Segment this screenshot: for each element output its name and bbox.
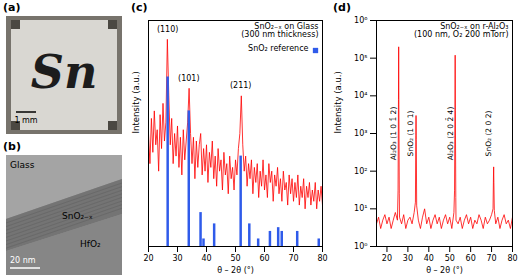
svg-text:Glass: Glass (10, 160, 35, 170)
svg-text:Al₂O₃ (1 0 1̄ 2): Al₂O₃ (1 0 1̄ 2) (389, 107, 398, 161)
svg-text:60: 60 (466, 254, 476, 263)
svg-text:10³: 10³ (354, 129, 367, 138)
html-text:(b): (b) (3, 140, 21, 153)
svg-text:SnO₂ reference: SnO₂ reference (248, 44, 308, 53)
svg-text:Al₂O₃ (2 0 2̄ 4): Al₂O₃ (2 0 2̄ 4) (445, 107, 454, 161)
svg-text:80: 80 (317, 254, 327, 263)
svg-text:θ – 2θ (°): θ – 2θ (°) (426, 266, 463, 275)
svg-text:SnO₂ (2 0 2): SnO₂ (2 0 2) (484, 111, 493, 157)
html-text:(a): (a) (3, 1, 21, 14)
svg-text:40: 40 (424, 254, 434, 263)
svg-text:Intensity (a.u.): Intensity (a.u.) (333, 71, 343, 133)
svg-text:SnO₂₋ₓ on r-Al₂O₃(100 nm, O₂ 2: SnO₂₋ₓ on r-Al₂O₃(100 nm, O₂ 200 mTorr) (414, 22, 509, 39)
svg-text:(101): (101) (178, 74, 200, 83)
svg-text:50: 50 (230, 254, 240, 263)
svg-text:Sn: Sn (31, 45, 98, 99)
svg-text:1 mm: 1 mm (14, 116, 37, 125)
svg-text:10⁰: 10⁰ (354, 242, 367, 251)
svg-text:30: 30 (403, 254, 413, 263)
svg-text:(211): (211) (230, 81, 252, 90)
svg-text:80: 80 (507, 254, 517, 263)
svg-text:10²: 10² (354, 167, 367, 176)
svg-text:SnO₂ (1 0 1): SnO₂ (1 0 1) (406, 111, 415, 157)
svg-text:θ – 2θ (°): θ – 2θ (°) (217, 266, 254, 275)
svg-text:Intensity (a.u.): Intensity (a.u.) (131, 71, 141, 133)
svg-text:SnO₂₋ₓ on Glass(300 nm thickne: SnO₂₋ₓ on Glass(300 nm thickness) (241, 22, 318, 39)
html-text:(d): (d) (333, 1, 351, 14)
svg-text:20 nm: 20 nm (10, 256, 36, 265)
svg-text:40: 40 (201, 254, 211, 263)
svg-text:60: 60 (259, 254, 269, 263)
svg-text:HfO₂: HfO₂ (80, 239, 101, 249)
svg-text:20: 20 (382, 254, 392, 263)
svg-text:(110): (110) (157, 25, 179, 34)
html-text:(c): (c) (131, 1, 148, 14)
svg-text:50: 50 (445, 254, 455, 263)
svg-text:70: 70 (486, 254, 496, 263)
svg-text:10⁵: 10⁵ (354, 54, 367, 63)
svg-text:20: 20 (143, 254, 153, 263)
svg-text:10⁴: 10⁴ (354, 91, 367, 100)
svg-text:30: 30 (172, 254, 182, 263)
svg-text:10⁶: 10⁶ (354, 16, 367, 25)
svg-text:10¹: 10¹ (354, 204, 367, 213)
svg-text:SnO₂₋ₓ: SnO₂₋ₓ (62, 211, 93, 221)
svg-text:70: 70 (288, 254, 298, 263)
